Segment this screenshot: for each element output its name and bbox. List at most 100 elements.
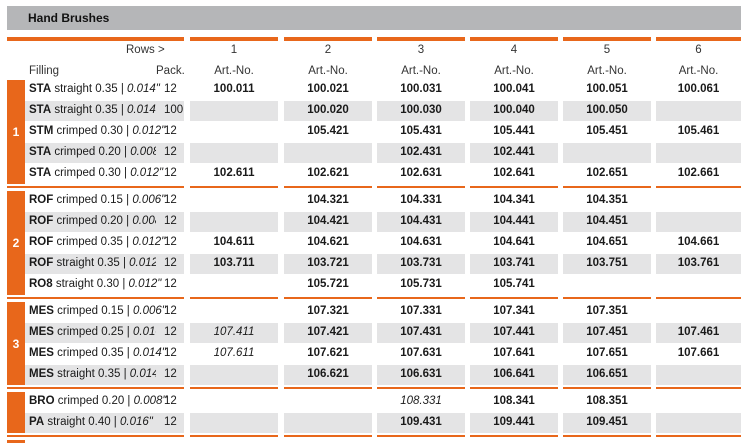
artno-value: 100.051 [586, 83, 628, 95]
artno-value: 107.341 [493, 305, 535, 317]
artno-value: 104.421 [307, 215, 349, 227]
rows-label: Rows > [126, 44, 165, 56]
artno-value: 102.441 [493, 146, 535, 158]
artno-cell: 108.331 [377, 392, 465, 412]
filling-cell: STA crimped 0.20 | 0.008" [25, 143, 163, 163]
artno-value: 104.631 [400, 236, 442, 248]
filling-code: MES [29, 326, 54, 338]
artno-cell [190, 191, 278, 211]
filling-desc: crimped 0.30 | [53, 125, 133, 137]
table-title: Hand Brushes [28, 11, 110, 25]
artno-cell: 102.631 [377, 164, 465, 184]
artno-column-header: Art.-No. [494, 65, 534, 77]
header-accent-line [7, 37, 184, 41]
filling-desc: crimped 0.35 | [53, 347, 133, 359]
artno-value: 100.021 [307, 83, 349, 95]
artno-cell: 109.431 [377, 413, 465, 433]
filling-code: ROF [29, 194, 54, 206]
table-row: STM crimped 0.30 | 0.012" 12 105.421 105.43… [0, 122, 748, 142]
filling-inch: 0.012" [128, 278, 162, 290]
filling-desc: crimped 0.20 | [51, 146, 131, 158]
group-separator [284, 186, 372, 188]
artno-value: 105.721 [307, 278, 349, 290]
filling-inch: 0.008" [130, 146, 164, 158]
artno-cell: 100.051 [563, 80, 651, 100]
artno-value: 107.631 [400, 347, 442, 359]
artno-column-header: Art.-No. [401, 65, 441, 77]
artno-cell: 106.651 [563, 365, 651, 385]
group-separator [470, 387, 558, 389]
artno-value: 102.611 [213, 167, 255, 179]
artno-column-header: Art.-No. [308, 65, 348, 77]
artno-value: 104.341 [493, 194, 535, 206]
row-count-header: 5 [603, 44, 611, 56]
filling-code: MES [29, 305, 54, 317]
pack-cell: 12 [156, 365, 184, 385]
artno-cell: 108.351 [563, 392, 651, 412]
group-separator [563, 186, 651, 188]
artno-cell [563, 143, 651, 163]
filling-code: ROF [29, 215, 54, 227]
artno-cell: 105.431 [377, 122, 465, 142]
artno-column-header: Art.-No. [678, 65, 719, 77]
table-row: MES straight 0.35 | 0.014" 12 106.621 106.6… [0, 365, 748, 385]
filling-cell: MES straight 0.35 | 0.014" [25, 365, 163, 385]
row-count-header: 1 [230, 44, 238, 56]
pack-cell: 12 [156, 392, 184, 412]
artno-value: 105.441 [493, 125, 535, 137]
group-separator [284, 435, 372, 437]
artno-value: 103.761 [677, 257, 720, 269]
row-count-header: 2 [324, 44, 332, 56]
filling-cell: STA straight 0.35 | 0.014" [25, 101, 160, 121]
pack-cell: 12 [156, 344, 184, 364]
group-badge [7, 392, 25, 433]
artno-cell: 107.421 [284, 323, 372, 343]
header-accent-line [377, 37, 465, 41]
artno-value: 107.421 [307, 326, 349, 338]
pack-cell: 12 [156, 212, 184, 232]
filling-code: ROF [29, 236, 54, 248]
artno-value: 108.341 [493, 395, 535, 407]
artno-cell: 105.451 [563, 122, 651, 142]
filling-cell: ROF crimped 0.20 | 0.008" [25, 212, 165, 232]
pack-value: 12 [164, 368, 177, 380]
artno-value: 107.431 [400, 326, 442, 338]
filling-text: MES crimped 0.35 | 0.014" [29, 347, 166, 359]
artno-value: 108.351 [586, 395, 628, 407]
pack-value: 12 [164, 305, 177, 317]
pack-cell: 12 [156, 413, 184, 433]
artno-value: 103.741 [493, 257, 535, 269]
artno-value: 103.751 [586, 257, 628, 269]
artno-cell: 100.041 [470, 80, 558, 100]
artno-cell: 105.461 [656, 122, 741, 142]
pack-cell: 12 [156, 254, 184, 274]
filling-cell: ROF straight 0.35 | 0.012" [25, 254, 162, 274]
artno-value: 104.651 [586, 236, 628, 248]
artno-cell: 103.751 [563, 254, 651, 274]
artno-cell: 100.040 [470, 101, 558, 121]
artno-value: 104.611 [213, 236, 255, 248]
pack-value: 100 [164, 104, 184, 116]
group-separator [656, 435, 741, 437]
artno-cell: 105.731 [377, 275, 465, 295]
artno-cell: 100.050 [563, 101, 651, 121]
artno-cell: 100.061 [656, 80, 741, 100]
artno-cell: 104.321 [284, 191, 372, 211]
filling-inch: 0.012" [132, 236, 166, 248]
artno-cell: 103.711 [190, 254, 278, 274]
filling-cell: MES crimped 0.35 | 0.014" [25, 344, 166, 364]
artno-cell: 104.641 [470, 233, 558, 253]
group-separator [190, 435, 278, 437]
artno-cell: 107.661 [656, 344, 741, 364]
artno-value: 106.631 [400, 368, 442, 380]
filling-code: PA [29, 416, 45, 428]
artno-cell [190, 302, 278, 322]
filling-inch: 0.006" [132, 194, 166, 206]
group-separator [470, 435, 558, 437]
artno-value: 109.431 [400, 416, 442, 428]
filling-code: STA [29, 167, 52, 179]
artno-value: 105.421 [307, 125, 349, 137]
artno-cell [656, 392, 741, 412]
artno-cell: 103.731 [377, 254, 465, 274]
artno-value: 104.331 [400, 194, 442, 206]
